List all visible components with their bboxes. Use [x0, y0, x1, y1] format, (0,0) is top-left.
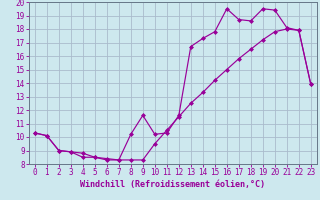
X-axis label: Windchill (Refroidissement éolien,°C): Windchill (Refroidissement éolien,°C) — [80, 180, 265, 189]
